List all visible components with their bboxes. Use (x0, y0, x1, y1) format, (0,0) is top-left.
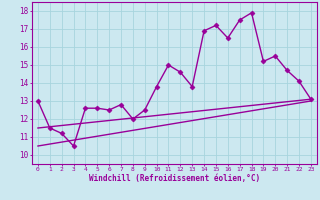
X-axis label: Windchill (Refroidissement éolien,°C): Windchill (Refroidissement éolien,°C) (89, 174, 260, 183)
